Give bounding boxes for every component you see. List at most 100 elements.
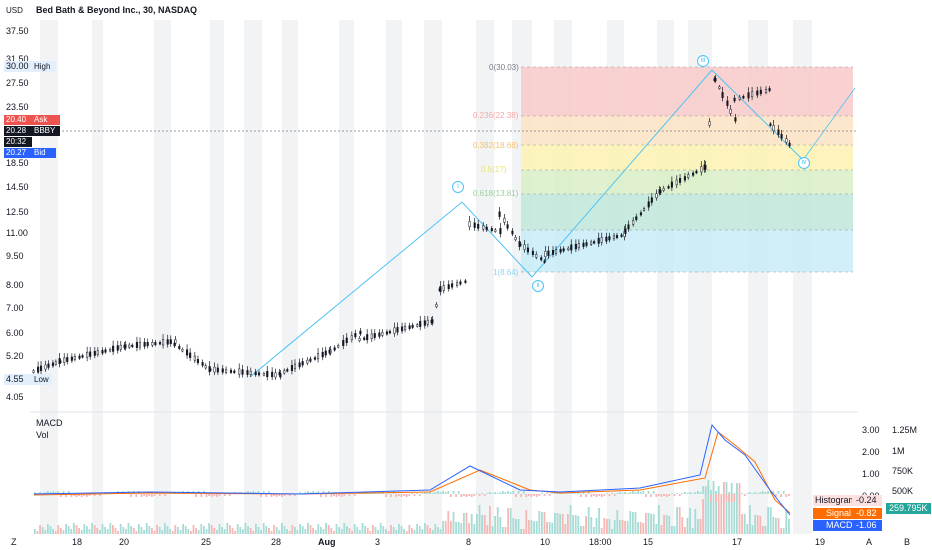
volume-bar bbox=[413, 530, 416, 534]
candle-body bbox=[321, 351, 324, 358]
volume-bar bbox=[200, 524, 203, 534]
price-label: 6.00 bbox=[6, 328, 24, 338]
auto-scale-button[interactable]: A bbox=[866, 537, 873, 547]
candle-body bbox=[249, 370, 252, 375]
histogram-bar bbox=[530, 494, 533, 497]
volume-bar bbox=[416, 524, 418, 534]
candle-body bbox=[687, 174, 690, 178]
macd-axis-label: 3.00 bbox=[862, 425, 880, 435]
volume-bar bbox=[197, 530, 200, 534]
macd-title[interactable]: MACD bbox=[36, 418, 63, 428]
histogram-bar bbox=[473, 494, 476, 496]
histogram-bar bbox=[322, 491, 325, 494]
histogram-bar bbox=[247, 491, 249, 494]
histogram-bar bbox=[411, 493, 413, 494]
candle-body bbox=[404, 325, 407, 331]
wave-marker[interactable]: iv bbox=[798, 157, 810, 169]
vol-title[interactable]: Vol bbox=[36, 430, 49, 440]
candle-body bbox=[381, 332, 384, 336]
symbol-title[interactable]: Bed Bath & Beyond Inc., 30, NASDAQ bbox=[36, 5, 198, 15]
candle-body bbox=[169, 339, 172, 345]
candle-body bbox=[729, 108, 732, 114]
histogram-bar bbox=[62, 491, 65, 494]
histogram-bar bbox=[312, 491, 314, 494]
histogram-bar bbox=[486, 493, 489, 494]
price-label: 8.00 bbox=[6, 280, 24, 290]
histogram-bar bbox=[541, 493, 543, 494]
volume-bar bbox=[652, 514, 655, 534]
volume-bar bbox=[374, 527, 377, 534]
volume-bar bbox=[171, 531, 174, 534]
volume-bar bbox=[281, 523, 283, 534]
candle-body bbox=[642, 208, 646, 211]
volume-bar bbox=[741, 514, 743, 534]
volume-bar bbox=[424, 523, 426, 534]
candle-body bbox=[138, 342, 142, 348]
wave-marker[interactable]: i bbox=[452, 181, 464, 193]
volume-bar bbox=[468, 523, 470, 534]
histogram-bar bbox=[294, 494, 296, 496]
histogram-bar bbox=[746, 493, 749, 494]
volume-bar bbox=[182, 524, 184, 534]
time-label: 15 bbox=[643, 537, 654, 547]
volume-bar bbox=[429, 528, 431, 534]
histogram-bar bbox=[408, 494, 411, 496]
candle-body bbox=[747, 92, 750, 99]
candle-body bbox=[39, 365, 43, 371]
volume-bar bbox=[733, 493, 736, 534]
volume-bar bbox=[333, 531, 335, 534]
histogram-bar bbox=[686, 493, 689, 494]
volume-bar bbox=[291, 525, 294, 534]
candle-body bbox=[756, 90, 759, 96]
histogram-bar bbox=[481, 493, 483, 494]
price-label: 23.50 bbox=[6, 102, 29, 112]
volume-bar bbox=[353, 524, 356, 534]
volume-axis-label: 500K bbox=[892, 486, 914, 496]
histogram-bar bbox=[151, 494, 153, 497]
candle-body bbox=[388, 330, 391, 334]
histogram-bar bbox=[216, 494, 218, 497]
candle-body bbox=[700, 166, 703, 173]
time-label: 28 bbox=[271, 537, 282, 547]
histogram-bar bbox=[65, 494, 67, 497]
volume-bar bbox=[759, 516, 762, 534]
histogram-bar bbox=[265, 494, 268, 497]
volume-bar bbox=[395, 530, 398, 534]
volume-bar bbox=[762, 526, 764, 534]
histogram-bar bbox=[457, 491, 460, 494]
log-scale-button[interactable]: B bbox=[904, 537, 911, 547]
candle-body bbox=[131, 344, 134, 348]
candle-body bbox=[408, 325, 411, 329]
candle-body bbox=[683, 176, 686, 181]
histogram-bar bbox=[44, 492, 47, 494]
session-band bbox=[244, 20, 262, 534]
wave-marker[interactable]: iii bbox=[697, 55, 709, 67]
histogram-bar bbox=[730, 494, 733, 502]
time-label: 17 bbox=[732, 537, 743, 547]
volume-bar bbox=[348, 528, 351, 534]
ask-tag: 20.40 Ask bbox=[4, 115, 60, 125]
volume-bar bbox=[294, 527, 296, 534]
volume-bar bbox=[392, 527, 395, 534]
histogram-bar bbox=[88, 494, 91, 496]
volume-bar bbox=[457, 522, 460, 534]
volume-bar bbox=[767, 507, 769, 534]
wave-marker[interactable]: ii bbox=[532, 280, 544, 292]
candle-body bbox=[468, 221, 471, 228]
candle-body bbox=[204, 365, 207, 369]
volume-bar bbox=[257, 527, 260, 534]
candle-body bbox=[419, 320, 422, 327]
timezone-icon[interactable]: Z bbox=[11, 537, 17, 547]
candle-body bbox=[523, 244, 526, 250]
candle-body bbox=[442, 285, 445, 291]
volume-bar bbox=[418, 526, 421, 534]
histogram-bar bbox=[153, 494, 156, 496]
histogram-bar bbox=[260, 494, 262, 497]
low-tag: 4.55 Low bbox=[4, 374, 52, 385]
volume-bar bbox=[476, 514, 478, 534]
candle-body bbox=[119, 344, 122, 350]
candle-body bbox=[345, 337, 348, 343]
candle-body bbox=[751, 91, 754, 97]
candle-body bbox=[154, 342, 157, 345]
